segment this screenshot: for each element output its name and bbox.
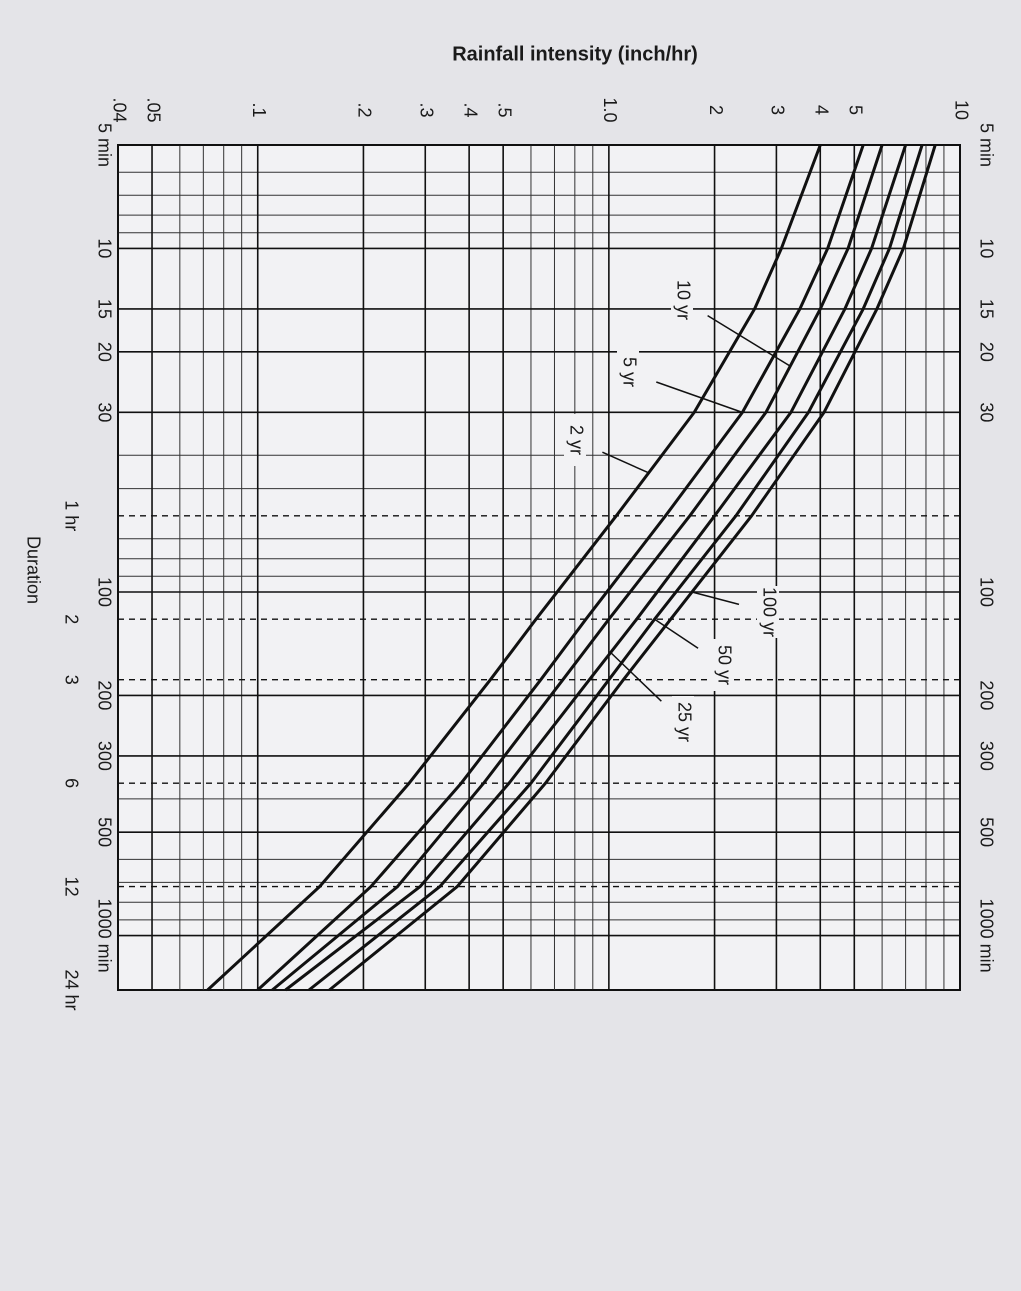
series-label: 10 yr <box>673 280 693 320</box>
x-tick-label: 15 <box>976 299 996 319</box>
leader-line <box>691 591 740 606</box>
x-tick-label: 30 <box>976 402 996 422</box>
label-bg <box>564 414 586 466</box>
x-tick-label: 20 <box>94 342 114 362</box>
y-tick-label: 2 <box>706 105 726 115</box>
series-line <box>256 144 865 992</box>
x-tick-label: 100 <box>94 577 114 607</box>
y-tick-label: 3 <box>768 105 788 115</box>
leader-line <box>602 451 649 474</box>
label-bg <box>712 639 734 691</box>
y-tick-label: 4 <box>812 105 832 115</box>
x-tick-label: 200 <box>94 680 114 710</box>
series-line <box>206 144 822 992</box>
y-tick-label: 1.0 <box>600 97 620 122</box>
series-label: 5 yr <box>619 357 639 387</box>
y-tick-label: .05 <box>143 97 163 122</box>
leader-line <box>707 314 791 367</box>
series-line <box>271 144 884 992</box>
y-tick-label: 10 <box>951 100 971 120</box>
x-tick-label: 15 <box>94 299 114 319</box>
x2-tick-label: 12 <box>61 877 81 897</box>
x2-tick-label: 2 <box>61 614 81 624</box>
series-label: 25 yr <box>674 702 694 742</box>
label-bg <box>757 586 779 638</box>
series-line <box>284 144 908 992</box>
leader-line <box>610 651 662 702</box>
x-tick-label: 500 <box>976 817 996 847</box>
x-tick-label: 5 min <box>976 123 996 167</box>
y-tick-label: .2 <box>355 102 375 117</box>
x2-tick-label: 3 <box>61 675 81 685</box>
x-tick-label: 1000 min <box>976 899 996 973</box>
x2-tick-label: 6 <box>61 778 81 788</box>
x-tick-label: 300 <box>94 741 114 771</box>
series-line <box>328 144 937 992</box>
x-tick-label: 200 <box>976 680 996 710</box>
leader-line <box>654 618 699 649</box>
y-tick-label: .3 <box>417 102 437 117</box>
label-bg <box>617 346 639 398</box>
x-tick-label: 5 min <box>94 123 114 167</box>
x-tick-label: 300 <box>976 741 996 771</box>
label-bg <box>671 274 693 326</box>
x-tick-label: 500 <box>94 817 114 847</box>
series-line <box>308 144 924 992</box>
leader-line <box>656 381 743 414</box>
x-tick-label: 20 <box>976 342 996 362</box>
x-tick-label: 30 <box>94 402 114 422</box>
y-tick-label: .04 <box>109 97 129 122</box>
plot-area <box>117 144 961 991</box>
x2-tick-label: 1 hr <box>61 500 81 531</box>
x2-tick-label: 24 hr <box>61 969 81 1010</box>
y-tick-label: .1 <box>249 102 269 117</box>
series-label: 2 yr <box>566 425 586 455</box>
series-label: 50 yr <box>714 645 734 685</box>
x-axis-title: Duration <box>23 536 43 604</box>
x-tick-label: 1000 min <box>94 899 114 973</box>
y-tick-label: .5 <box>494 102 514 117</box>
series-label: 100 yr <box>759 587 779 637</box>
x-tick-label: 10 <box>976 238 996 258</box>
y-tick-label: .4 <box>460 102 480 117</box>
label-bg <box>672 696 694 748</box>
x-tick-label: 100 <box>976 577 996 607</box>
x-tick-label: 10 <box>94 238 114 258</box>
chart-title: Rainfall intensity (inch/hr) <box>452 43 698 65</box>
y-tick-label: 5 <box>846 105 866 115</box>
